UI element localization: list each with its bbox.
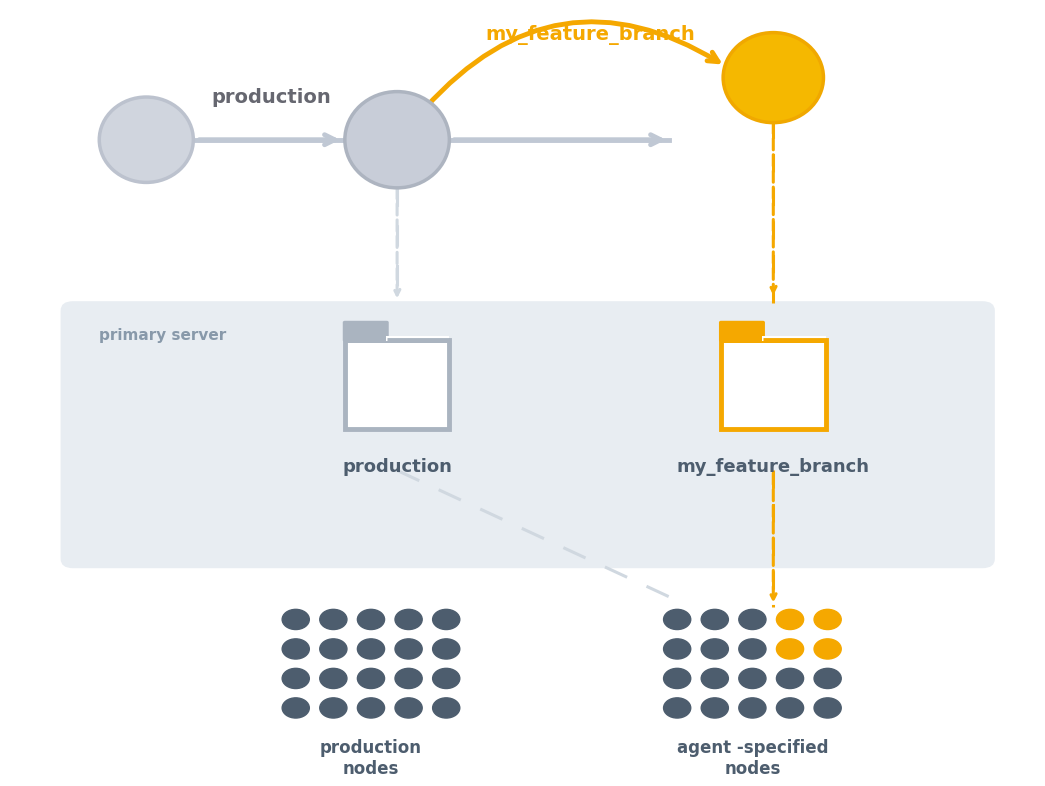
Circle shape [395,639,422,659]
Circle shape [739,639,766,659]
Circle shape [776,698,804,718]
Circle shape [357,668,385,689]
Circle shape [320,639,347,659]
Circle shape [320,609,347,630]
Circle shape [776,668,804,689]
Circle shape [739,668,766,689]
Circle shape [433,698,460,718]
Circle shape [701,698,728,718]
Circle shape [664,639,691,659]
Circle shape [739,609,766,630]
Circle shape [357,609,385,630]
FancyArrowPatch shape [425,22,718,108]
Circle shape [701,668,728,689]
Circle shape [395,609,422,630]
Circle shape [357,639,385,659]
Circle shape [776,639,804,659]
Circle shape [739,698,766,718]
Circle shape [664,698,691,718]
Circle shape [701,609,728,630]
FancyBboxPatch shape [343,321,389,342]
Text: primary server: primary server [99,328,227,343]
Circle shape [282,668,309,689]
Circle shape [814,668,841,689]
Circle shape [357,698,385,718]
Ellipse shape [723,32,823,123]
Circle shape [776,609,804,630]
Ellipse shape [345,92,449,188]
Circle shape [320,668,347,689]
Bar [345,340,449,429]
Text: my_feature_branch: my_feature_branch [677,458,869,476]
Circle shape [395,698,422,718]
Circle shape [814,609,841,630]
FancyBboxPatch shape [61,301,995,568]
Circle shape [282,639,309,659]
Circle shape [282,609,309,630]
Bar [723,337,763,343]
Circle shape [701,639,728,659]
Ellipse shape [99,97,193,182]
Bar [762,336,826,341]
Circle shape [433,668,460,689]
Circle shape [814,639,841,659]
Bar [347,337,387,343]
Circle shape [433,609,460,630]
Text: agent -specified
nodes: agent -specified nodes [677,739,828,778]
Circle shape [433,639,460,659]
Circle shape [664,668,691,689]
Bar [721,340,826,429]
Text: production: production [212,87,331,107]
Circle shape [320,698,347,718]
Circle shape [814,698,841,718]
FancyBboxPatch shape [719,321,765,342]
Circle shape [664,609,691,630]
Text: production
nodes: production nodes [320,739,422,778]
Circle shape [395,668,422,689]
Bar [386,336,449,341]
Circle shape [282,698,309,718]
Text: my_feature_branch: my_feature_branch [486,25,695,45]
Text: production: production [342,458,452,476]
